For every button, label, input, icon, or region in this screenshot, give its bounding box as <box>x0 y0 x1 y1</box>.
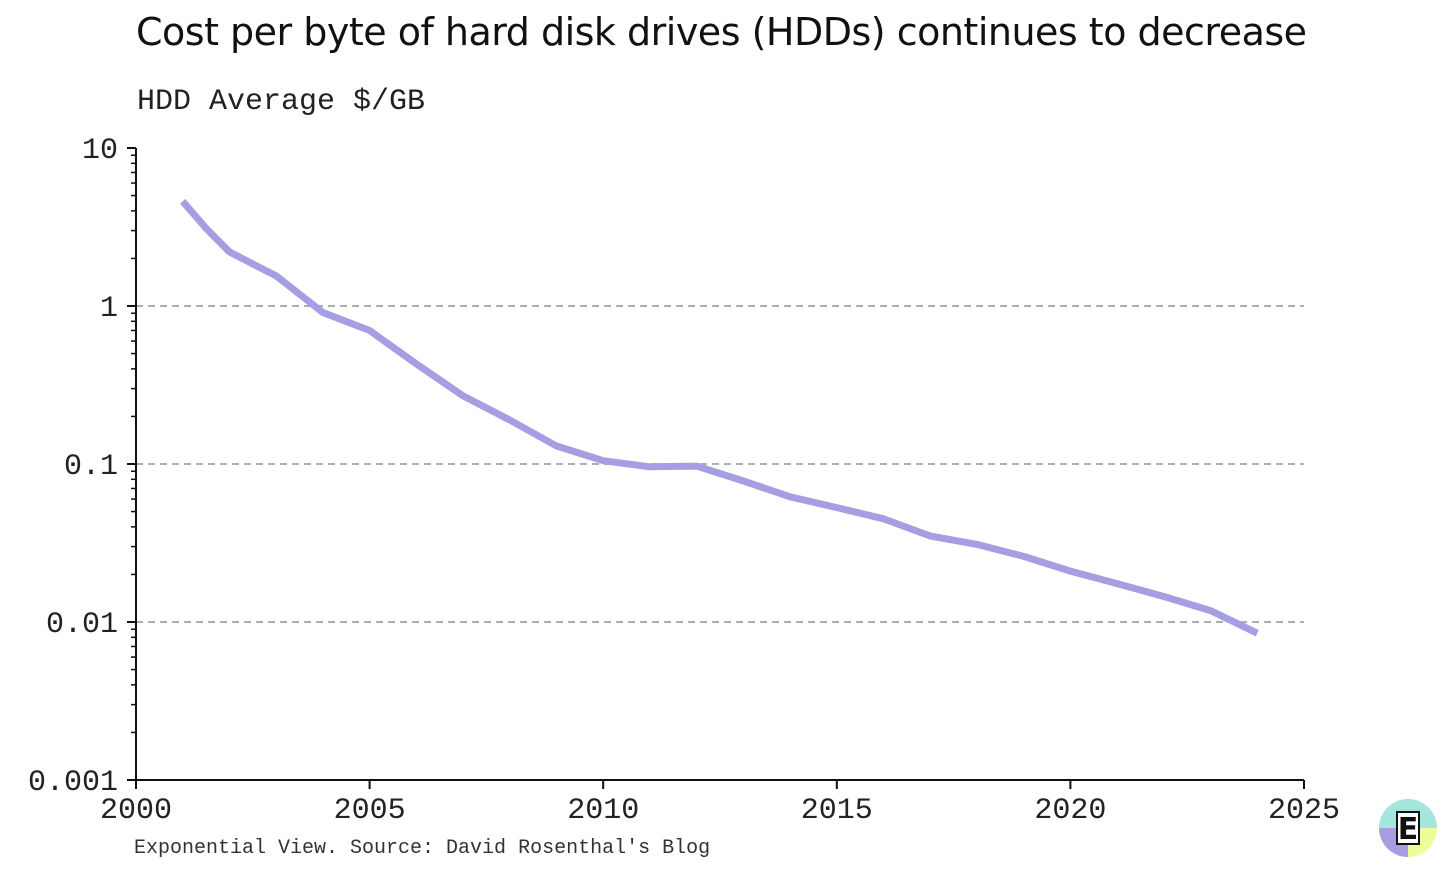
x-tick-label: 2000 <box>100 794 172 828</box>
x-tick-label: 2005 <box>334 794 406 828</box>
chart-title: Cost per byte of hard disk drives (HDDs)… <box>136 10 1307 54</box>
x-tick-label: 2010 <box>567 794 639 828</box>
exponential-view-logo-icon: E <box>1379 799 1437 857</box>
y-tick-label: 10 <box>82 134 118 168</box>
x-tick-label: 2020 <box>1034 794 1106 828</box>
logo-letter: E <box>1398 812 1419 847</box>
source-note: Exponential View. Source: David Rosentha… <box>134 837 711 860</box>
gridlines <box>136 305 1304 623</box>
y-tick-label: 0.01 <box>46 608 118 642</box>
x-tick-label: 2025 <box>1268 794 1340 828</box>
series <box>180 199 1259 637</box>
logo-plate <box>1396 811 1420 845</box>
y-tick-label: 0.001 <box>28 766 118 800</box>
y-tick-label: 1 <box>100 292 118 326</box>
y-axis-label: HDD Average $/GB <box>137 85 426 119</box>
series-line <box>180 199 1259 637</box>
x-tick-label: 2015 <box>801 794 873 828</box>
y-tick-label: 0.1 <box>64 450 118 484</box>
